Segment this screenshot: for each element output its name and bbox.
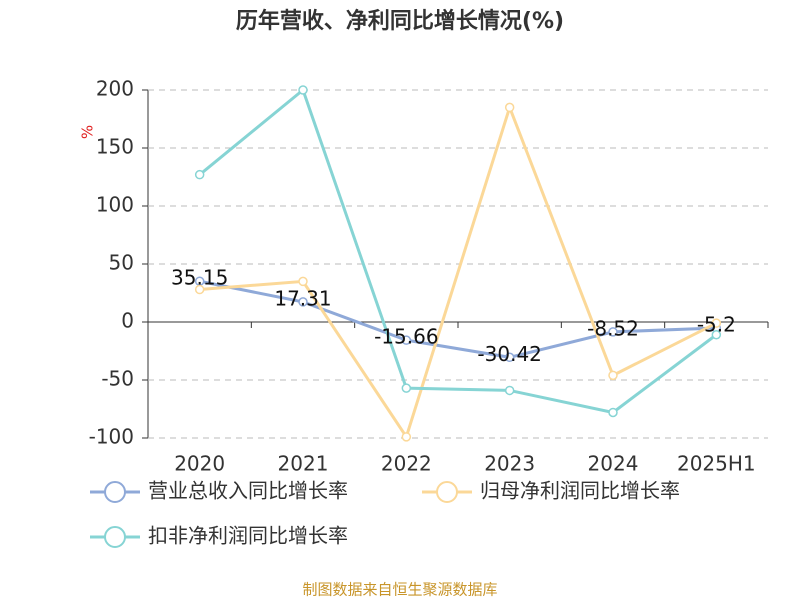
y-tick-label: -100 <box>89 425 134 449</box>
y-tick-label: -50 <box>101 367 134 391</box>
data-point <box>608 370 618 381</box>
y-tick-label: 50 <box>109 251 134 275</box>
x-tick-label: 2021 <box>278 452 329 476</box>
data-point <box>194 284 205 295</box>
y-tick-label: 200 <box>96 77 134 101</box>
y-axis-label: % <box>79 125 97 139</box>
data-point <box>504 385 515 396</box>
x-tick-label: 2024 <box>588 452 639 476</box>
data-point <box>711 330 722 340</box>
data-label: 17.31 <box>274 286 331 310</box>
data-point <box>401 432 412 442</box>
source-note: 制图数据来自恒生聚源数据库 <box>302 581 497 599</box>
data-point <box>298 276 308 287</box>
y-tick-label: 0 <box>121 309 134 333</box>
x-tick-label: 2025H1 <box>677 452 756 476</box>
x-tick-label: 2023 <box>484 452 535 476</box>
data-point <box>504 102 515 113</box>
data-label: 35.15 <box>171 266 228 290</box>
x-tick-label: 2020 <box>174 452 225 476</box>
chart-title: 历年营收、净利同比增长情况(%) <box>236 8 564 34</box>
legend-label: 扣非净利润同比增长率 <box>148 524 348 548</box>
series-line <box>199 279 717 359</box>
legend-marker <box>104 526 126 548</box>
data-point <box>608 327 618 337</box>
y-tick-label: 150 <box>96 135 134 159</box>
x-tick-label: 2022 <box>381 452 432 476</box>
data-label: -8.52 <box>587 316 639 340</box>
y-tick-label: 100 <box>96 193 134 217</box>
legend-label: 营业总收入同比增长率 <box>148 479 348 503</box>
legend-marker <box>436 481 458 503</box>
data-point <box>711 318 722 328</box>
data-point <box>401 335 412 345</box>
series-line <box>198 87 718 415</box>
series-line <box>199 102 718 441</box>
data-point <box>504 352 515 363</box>
legend-label: 归母净利润同比增长率 <box>480 479 680 503</box>
data-label: -30.42 <box>477 342 541 366</box>
data-point <box>608 407 618 418</box>
data-point <box>194 169 205 180</box>
data-point <box>298 85 308 95</box>
data-point <box>401 383 412 393</box>
data-point <box>298 297 308 307</box>
legend-marker <box>104 481 126 503</box>
data-label: -15.66 <box>374 325 438 349</box>
data-label: -5.2 <box>697 313 736 337</box>
